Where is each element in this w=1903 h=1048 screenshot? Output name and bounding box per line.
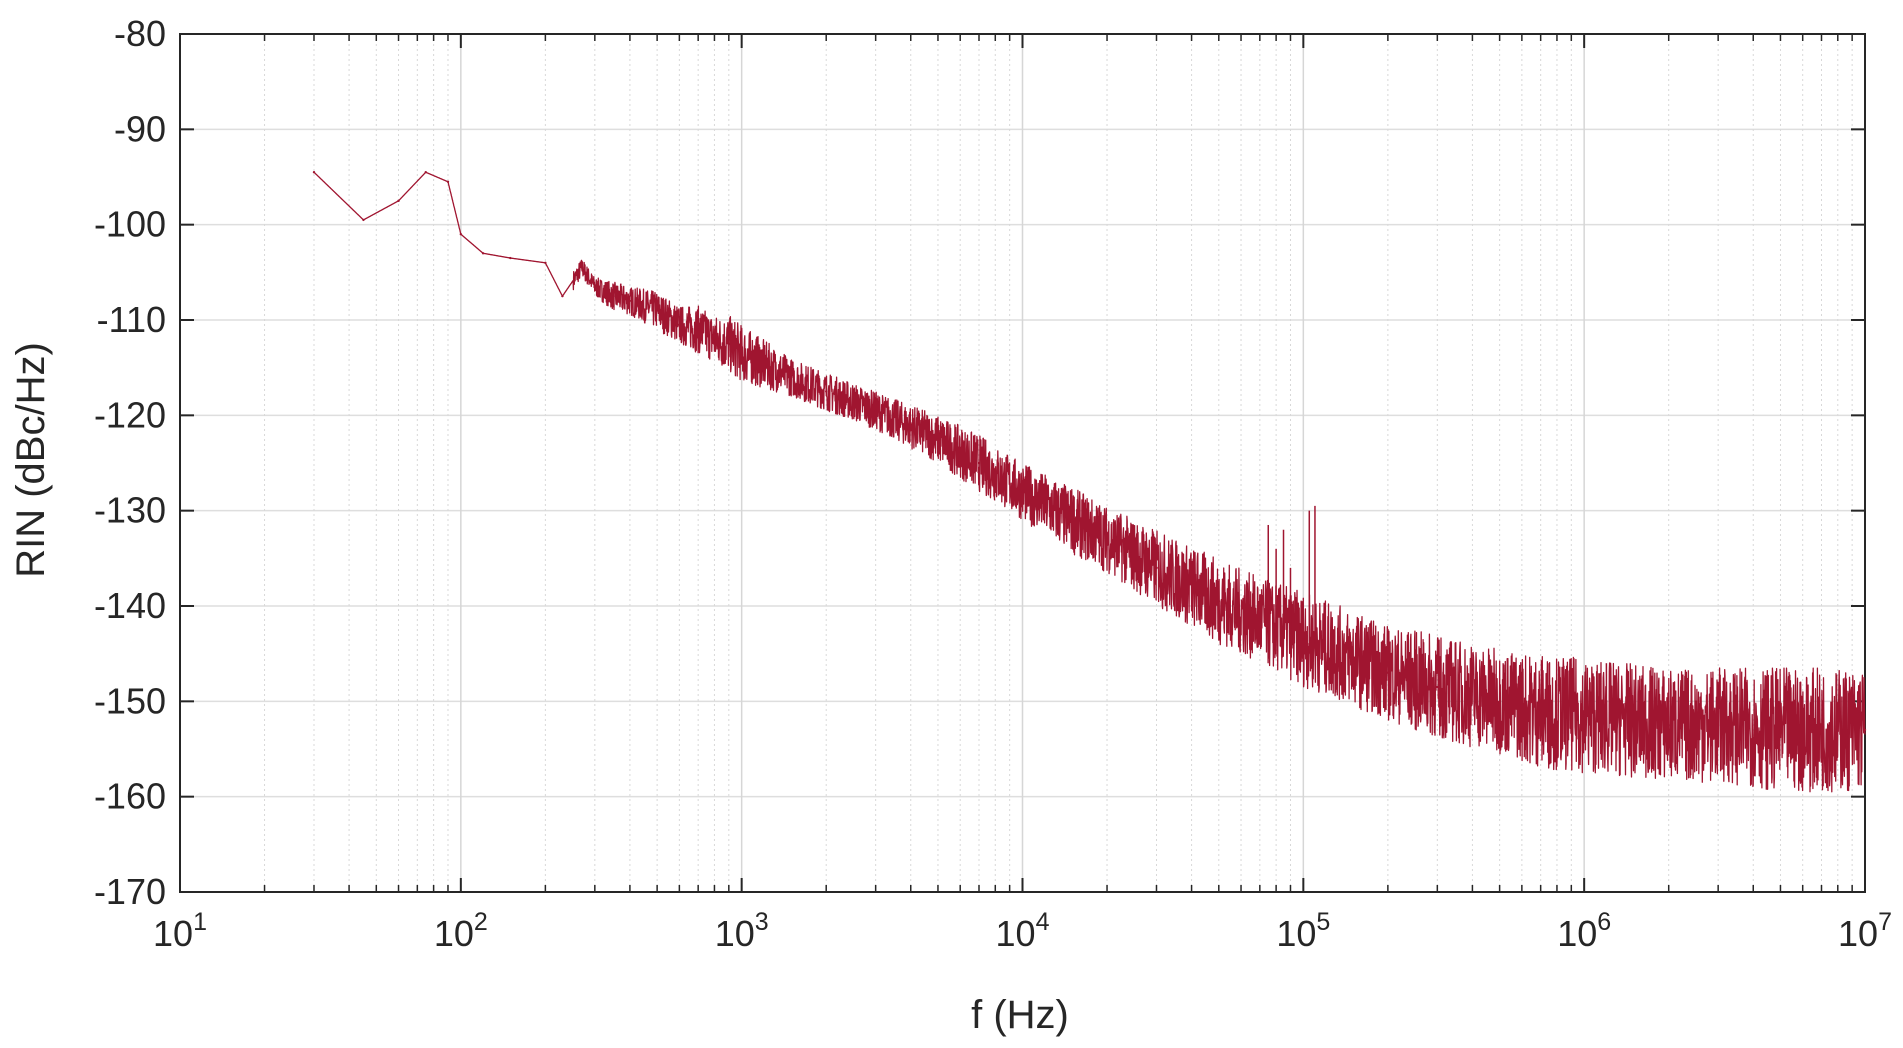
data-point [789,376,793,379]
data-point [727,342,731,346]
data-point [628,299,632,303]
x-tick-label-base: 10 [153,913,193,954]
x-tick-label: 105 [1276,908,1330,954]
grid [179,33,1866,893]
y-tick-labels: -80 -90 -100 -110 -120 -130 -140 -150 -160 -170 [94,13,166,912]
axis-ticks [179,33,1866,893]
data-point [1779,728,1782,732]
data-point [481,252,485,255]
data-point [446,180,450,183]
y-tick-label: -150 [94,680,166,721]
data-point [1667,723,1670,727]
x-tick-label-exponent: 3 [755,908,769,936]
x-tick-label-base: 10 [715,913,755,954]
y-tick-label: -120 [94,394,166,435]
data-point [1716,723,1720,727]
data-series [312,171,1867,793]
x-tick-label: 104 [996,908,1050,954]
data-point [1021,490,1024,493]
data-point [312,171,316,174]
data-point [678,323,681,326]
data-point [459,233,463,236]
data-point [740,352,743,355]
data-point [1105,538,1109,541]
x-tick-label-exponent: 1 [193,908,207,936]
x-tick-label-exponent: 6 [1597,908,1611,936]
x-tick-label: 102 [434,908,488,954]
data-point [655,309,659,312]
data-point [561,294,564,298]
data-point [874,409,877,412]
data-point [825,390,828,393]
data-point [1582,714,1586,717]
data-point [1217,600,1220,603]
data-point [1539,709,1542,713]
data-point [936,437,940,441]
x-tick-label-base: 10 [1276,913,1316,954]
data-point [362,218,365,222]
x-tick-label-exponent: 4 [1036,908,1050,936]
x-axis-label: f (Hz) [971,993,1069,1037]
y-tick-label: -100 [94,204,166,245]
data-point [580,266,584,269]
data-point [1070,519,1074,522]
x-tick-label: 103 [715,908,769,954]
data-point [1436,685,1439,689]
data-point [509,256,512,260]
data-point [397,199,400,203]
y-tick-label: -110 [97,299,166,340]
y-tick-label: -80 [114,13,166,54]
y-axis-label: RIN (dBc/Hz) [9,342,53,578]
y-tick-label: -90 [114,108,166,149]
y-tick-label: -160 [94,776,166,817]
x-tick-labels: 101 102 103 104 105 106 107 [153,908,1892,954]
x-tick-label: 107 [1838,908,1892,954]
x-tick-label-exponent: 5 [1316,908,1330,936]
data-point [1386,671,1390,674]
data-point [1258,619,1262,622]
x-tick-label-base: 10 [1557,913,1597,954]
data-point [1155,566,1158,570]
data-point [424,171,427,174]
data-point [593,285,597,288]
data-point [544,261,547,264]
x-tick-label-exponent: 7 [1878,908,1892,936]
data-point [612,294,615,298]
data-point [977,461,981,465]
data-point [1302,638,1305,641]
y-tick-label: -170 [94,871,166,912]
x-tick-label-exponent: 2 [474,908,488,936]
x-tick-label: 106 [1557,908,1611,954]
y-tick-label: -130 [94,490,166,531]
x-tick-label: 101 [153,908,207,954]
x-tick-label-base: 10 [1838,913,1878,954]
x-tick-label-base: 10 [434,913,474,954]
data-point [696,328,700,331]
rin-trace [313,171,1866,793]
x-tick-label-base: 10 [996,913,1036,954]
data-point [1351,657,1354,660]
data-point [1863,728,1867,732]
data-point [1498,700,1501,703]
data-point [713,337,716,341]
y-tick-label: -140 [94,585,166,626]
